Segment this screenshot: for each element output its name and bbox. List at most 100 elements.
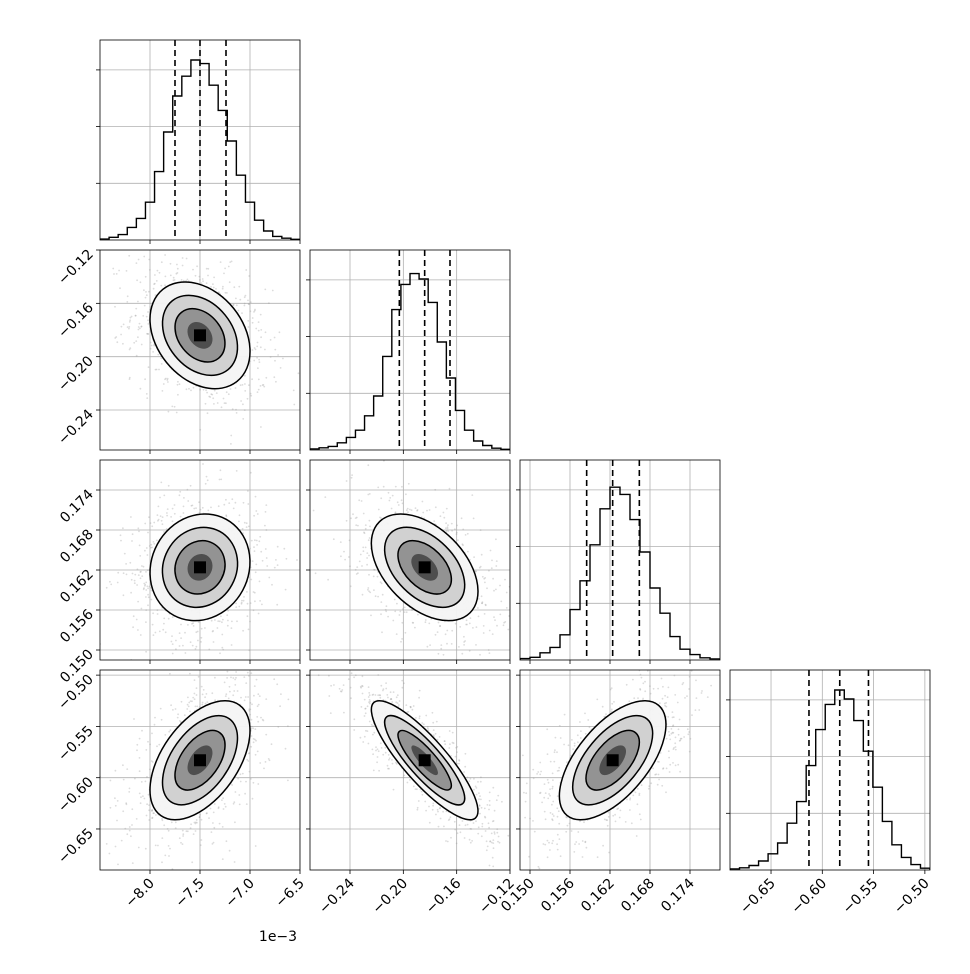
scatter-point xyxy=(173,277,175,279)
scatter-point xyxy=(129,788,131,790)
scatter-point xyxy=(244,383,246,385)
scatter-point xyxy=(507,835,509,837)
scatter-point xyxy=(417,809,419,811)
scatter-point xyxy=(409,509,411,511)
scatter-point xyxy=(379,694,381,696)
scatter-point xyxy=(239,299,241,301)
scatter-point xyxy=(240,400,242,402)
scatter-point xyxy=(485,604,487,606)
scatter-point xyxy=(554,749,556,751)
scatter-point xyxy=(228,698,230,700)
scatter-point xyxy=(557,834,559,836)
scatter-point xyxy=(252,727,254,729)
scatter-point xyxy=(159,631,161,633)
scatter-point xyxy=(419,690,421,692)
scatter-point xyxy=(120,334,122,336)
scatter-point xyxy=(273,376,275,378)
scatter-point xyxy=(232,677,234,679)
scatter-point xyxy=(496,560,498,562)
scatter-point xyxy=(492,787,494,789)
scatter-point xyxy=(258,540,260,542)
scatter-point xyxy=(451,643,453,645)
scatter-point xyxy=(208,817,210,819)
scatter-point xyxy=(258,379,260,381)
scatter-point xyxy=(377,694,379,696)
scatter-point xyxy=(458,646,460,648)
scatter-point xyxy=(393,691,395,693)
scatter-point xyxy=(373,589,375,591)
scatter-point xyxy=(469,650,471,652)
scatter-point xyxy=(488,827,490,829)
scatter-point xyxy=(407,508,409,510)
scatter-point xyxy=(406,509,408,511)
scatter-point xyxy=(138,531,140,533)
scatter-point xyxy=(364,715,366,717)
scatter-point xyxy=(177,268,179,270)
scatter-point xyxy=(457,832,459,834)
scatter-point xyxy=(192,697,194,699)
scatter-point xyxy=(144,550,146,552)
scatter-point xyxy=(236,470,238,472)
scatter-point xyxy=(452,732,454,734)
scatter-point xyxy=(257,367,259,369)
scatter-point xyxy=(473,778,475,780)
scatter-point xyxy=(195,830,197,832)
scatter-point xyxy=(533,777,535,779)
scatter-point xyxy=(484,582,486,584)
scatter-point xyxy=(640,674,642,676)
scatter-point xyxy=(362,741,364,743)
scatter-point xyxy=(145,781,147,783)
scatter-point xyxy=(491,567,493,569)
scatter-point xyxy=(368,590,370,592)
scatter-point xyxy=(677,702,679,704)
scatter-point xyxy=(161,719,163,721)
scatter-point xyxy=(434,489,436,491)
scatter-point xyxy=(195,507,197,509)
scatter-point xyxy=(168,411,170,413)
scatter-point xyxy=(368,539,370,541)
scatter-point xyxy=(149,744,151,746)
scatter-point xyxy=(196,265,198,267)
scatter-point xyxy=(251,735,253,737)
scatter-point xyxy=(130,592,132,594)
scatter-point xyxy=(250,702,252,704)
scatter-point xyxy=(390,698,392,700)
scatter-point xyxy=(495,565,497,567)
scatter-point xyxy=(146,294,148,296)
scatter-point xyxy=(577,741,579,743)
scatter-point xyxy=(234,861,236,863)
scatter-point xyxy=(226,677,228,679)
scatter-point xyxy=(425,621,427,623)
scatter-point xyxy=(233,304,235,306)
scatter-point xyxy=(179,494,181,496)
scatter-point xyxy=(116,341,118,343)
scatter-point xyxy=(245,781,247,783)
scatter-point xyxy=(350,687,352,689)
scatter-point xyxy=(380,497,382,499)
scatter-point xyxy=(250,579,252,581)
scatter-point xyxy=(253,695,255,697)
scatter-point xyxy=(349,565,351,567)
scatter-point xyxy=(260,426,262,428)
scatter-point xyxy=(146,397,148,399)
scatter-point xyxy=(400,641,402,643)
scatter-point xyxy=(244,303,246,305)
scatter-point xyxy=(140,802,142,804)
scatter-point xyxy=(218,806,220,808)
scatter-point xyxy=(255,328,257,330)
scatter-point xyxy=(492,821,494,823)
scatter-point xyxy=(574,743,576,745)
scatter-point xyxy=(245,269,247,271)
scatter-point xyxy=(463,636,465,638)
scatter-point xyxy=(369,537,371,539)
scatter-point xyxy=(492,633,494,635)
scatter-point xyxy=(137,301,139,303)
scatter-point xyxy=(190,823,192,825)
scatter-point xyxy=(596,699,598,701)
scatter-point xyxy=(233,508,235,510)
scatter-point xyxy=(242,384,244,386)
scatter-point xyxy=(176,412,178,414)
scatter-point xyxy=(217,402,219,404)
scatter-point xyxy=(438,622,440,624)
